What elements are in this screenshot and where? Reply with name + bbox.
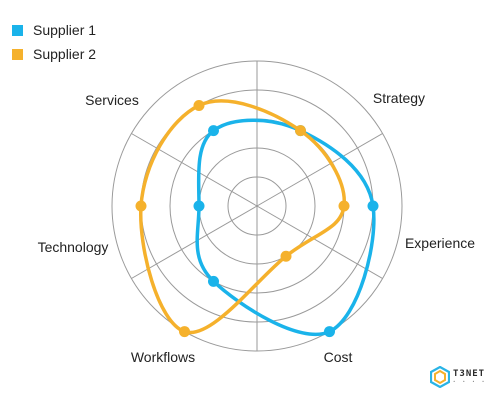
series-layer: [135, 99, 379, 338]
brand-name: T3NET: [453, 369, 486, 379]
data-point-supplier-1-experience: [367, 200, 379, 212]
axis-labels: Strategy Experience Cost Workflows Technolog…: [38, 90, 476, 365]
data-point-supplier-1-technology: [193, 200, 205, 212]
grid-spoke: [256, 133, 383, 207]
legend-swatch: [12, 24, 23, 36]
data-point-supplier-2-services: [193, 100, 205, 112]
data-point-supplier-2-workflows: [179, 326, 190, 338]
axis-label-services: Services: [85, 92, 139, 108]
legend: Supplier 1 Supplier 2: [12, 18, 96, 66]
data-point-supplier-2-technology: [135, 200, 147, 212]
brand-dots: • • • •: [453, 379, 488, 384]
grid-spoke: [131, 133, 258, 207]
grid-spoke: [131, 205, 258, 279]
legend-swatch: [12, 48, 23, 60]
hexagon-logo-icon: [430, 366, 450, 388]
legend-item-supplier-1: Supplier 1: [12, 18, 96, 42]
axis-label-strategy: Strategy: [373, 90, 425, 106]
axis-label-workflows: Workflows: [131, 349, 195, 365]
data-point-supplier-1-cost: [324, 326, 335, 338]
series-line-supplier-1: [195, 118, 376, 337]
data-point-supplier-2-strategy: [295, 125, 306, 137]
axis-label-experience: Experience: [405, 235, 475, 251]
axis-label-cost: Cost: [324, 349, 353, 365]
axis-label-technology: Technology: [38, 239, 109, 255]
legend-label: Supplier 2: [33, 46, 97, 62]
radar-grid: [111, 60, 403, 352]
data-point-supplier-1-services: [208, 125, 219, 137]
legend-item-supplier-2: Supplier 2: [12, 42, 96, 66]
brand-logo: T3NET • • • •: [430, 366, 487, 388]
grid-spoke: [256, 205, 383, 279]
legend-label: Supplier 1: [33, 22, 97, 38]
data-point-supplier-2-cost: [280, 250, 292, 262]
data-point-supplier-1-workflows: [208, 275, 219, 287]
data-point-supplier-2-experience: [338, 200, 350, 212]
